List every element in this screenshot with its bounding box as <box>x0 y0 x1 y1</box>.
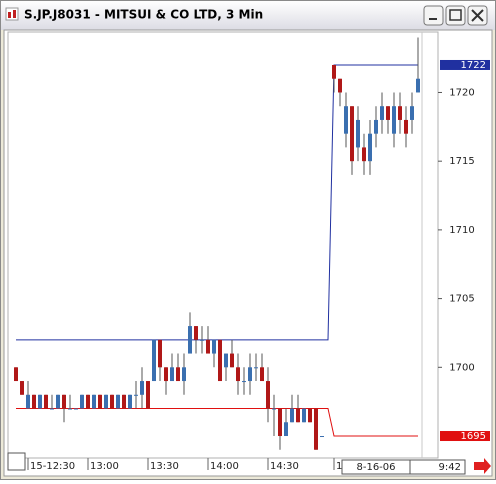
candle-body <box>98 394 102 409</box>
candle-body <box>284 422 288 437</box>
candle-body <box>218 339 222 382</box>
x-tick-label: 15-12:30 <box>30 461 75 472</box>
candle-body <box>20 381 24 395</box>
cursor-time: 9:42 <box>439 462 461 473</box>
candle-body <box>242 381 246 383</box>
x-tick-label: 14:00 <box>210 461 239 472</box>
cursor-date: 8-16-06 <box>356 462 395 473</box>
candle-body <box>122 394 126 409</box>
plot-area <box>7 31 439 459</box>
candle-body <box>314 408 318 450</box>
candle-body <box>296 408 300 423</box>
y-tick-label: 1700 <box>449 362 474 373</box>
candle-body <box>32 394 36 409</box>
candle-body <box>272 408 276 410</box>
last-value-box <box>440 59 490 70</box>
candle-body <box>212 339 216 354</box>
candle-body <box>278 408 282 437</box>
candle-body <box>374 119 378 134</box>
candle-body <box>128 394 132 409</box>
candle-body <box>164 367 168 382</box>
candle-body <box>404 119 408 134</box>
last-value-label: 1722 <box>461 60 486 71</box>
candle-body <box>344 106 348 134</box>
candle-body <box>170 367 174 382</box>
x-tick-label: 13:00 <box>90 461 119 472</box>
scroll-arrow[interactable] <box>474 458 491 474</box>
last-value-label: 1695 <box>461 431 486 442</box>
candle-body <box>62 394 66 409</box>
candle-body <box>392 106 396 134</box>
candle-body <box>410 106 414 120</box>
candle-body <box>194 326 198 340</box>
app-icon <box>5 7 19 21</box>
candle-body <box>44 394 48 409</box>
candle-body <box>140 381 144 395</box>
candle-body <box>50 408 54 410</box>
candle-body <box>134 394 138 396</box>
last-value-box <box>440 431 490 442</box>
y-tick-label: 1705 <box>449 294 474 305</box>
candle-body <box>68 408 72 410</box>
candle-body <box>104 394 108 409</box>
candle-body <box>86 394 90 409</box>
candle-body <box>248 367 252 382</box>
candle-body <box>302 408 306 423</box>
candle-body <box>230 353 234 368</box>
candle-body <box>158 339 162 368</box>
window-title: S.JP.J8031 - MITSUI & CO LTD, 3 Min <box>24 8 263 22</box>
y-tick-label: 1710 <box>449 225 474 236</box>
candle-body <box>80 394 84 409</box>
candle-body <box>254 367 258 369</box>
candle-body <box>416 78 420 93</box>
maximize-button[interactable] <box>445 5 466 26</box>
x-tick-label: 13:30 <box>150 461 179 472</box>
close-button[interactable] <box>467 5 488 26</box>
candle-body <box>110 394 114 409</box>
candle-body <box>236 367 240 382</box>
title-bar <box>1 1 495 30</box>
minimize-button[interactable] <box>423 5 444 26</box>
y-tick-label: 1720 <box>449 87 474 98</box>
time-box <box>409 459 466 475</box>
candle-body <box>146 381 150 409</box>
candle-body <box>116 394 120 409</box>
candle-body <box>368 133 372 162</box>
candle-body <box>152 339 156 382</box>
candle-body <box>338 78 342 93</box>
candle-body <box>92 394 96 409</box>
candle-body <box>26 394 30 409</box>
candle-body <box>320 436 324 438</box>
candle-body <box>362 147 366 162</box>
candle-body <box>380 106 384 120</box>
candle-body <box>56 394 60 409</box>
candle-body <box>182 367 186 382</box>
candle-body <box>188 326 192 354</box>
candle-body <box>290 408 294 423</box>
candle-body <box>356 119 360 148</box>
y-tick-label: 1715 <box>449 156 474 167</box>
candle-body <box>308 408 312 423</box>
x-tick-label: 14:30 <box>270 461 299 472</box>
corner-box[interactable] <box>7 452 26 471</box>
candle-body <box>200 339 204 341</box>
candle-body <box>176 367 180 382</box>
candle-body <box>350 106 354 162</box>
candle-body <box>206 339 210 354</box>
candle-body <box>386 106 390 120</box>
candle-body <box>74 408 78 410</box>
candle-body <box>398 106 402 120</box>
candle-body <box>266 381 270 409</box>
level-line <box>16 64 418 341</box>
candle-body <box>224 353 228 368</box>
candle-body <box>260 367 264 382</box>
candle-body <box>38 394 42 409</box>
candle-body <box>332 64 336 79</box>
candle-body <box>14 367 18 382</box>
